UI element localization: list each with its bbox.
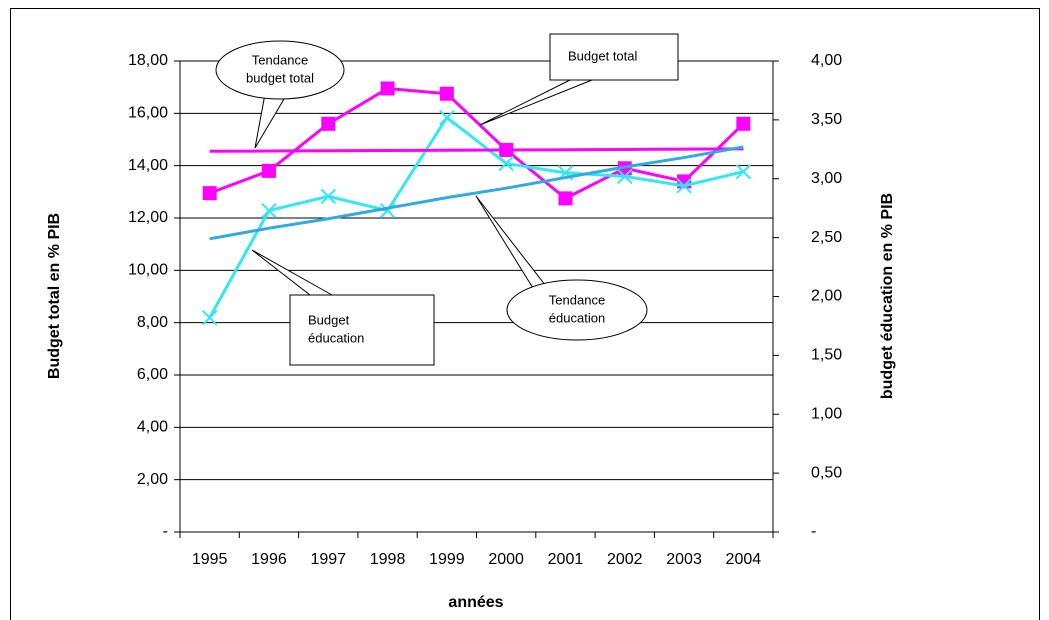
x-tick-label: 2004 xyxy=(726,551,762,568)
marker xyxy=(558,191,573,206)
marker xyxy=(439,86,454,101)
marker xyxy=(261,202,277,219)
series-line xyxy=(208,115,744,319)
callout-text: Budget total xyxy=(568,48,637,63)
y2-tick-label: 1,00 xyxy=(811,405,842,422)
callout-text: éducation xyxy=(549,310,605,325)
chart-border xyxy=(10,8,1040,620)
callout-box xyxy=(506,279,648,341)
callout: Tendance budget total xyxy=(215,40,345,149)
callout: Budget éducation xyxy=(251,249,435,366)
series-line xyxy=(209,147,744,153)
callout-text: Tendance xyxy=(252,52,308,67)
callout-tail xyxy=(251,249,333,296)
y2-axis-title: budget éducation en % PIB xyxy=(879,193,896,399)
callout-box xyxy=(549,33,679,81)
y2-tick-label: 0,50 xyxy=(811,464,842,481)
marker xyxy=(380,81,395,96)
marker xyxy=(261,163,276,178)
marker xyxy=(320,188,336,205)
y-tick-label: 16,00 xyxy=(128,105,168,122)
y2-tick-label: 3,50 xyxy=(811,111,842,128)
y2-tick-label: 1,50 xyxy=(811,347,842,364)
x-tick-label: 2001 xyxy=(548,551,584,568)
x-tick-label: 1996 xyxy=(251,551,287,568)
x-tick-label: 1998 xyxy=(370,551,406,568)
y2-tick-label: - xyxy=(811,523,816,540)
y-tick-label: 4,00 xyxy=(137,419,168,436)
x-tick-label: 2002 xyxy=(607,551,643,568)
series-line xyxy=(209,86,745,201)
y-tick-label: 10,00 xyxy=(128,262,168,279)
y-tick-label: 6,00 xyxy=(137,366,168,383)
marker xyxy=(617,168,633,185)
y2-tick-label: 2,50 xyxy=(811,229,842,246)
marker xyxy=(321,116,336,131)
callout-text: éducation xyxy=(308,330,364,345)
series-line xyxy=(209,145,744,241)
callout: Tendance éducation xyxy=(475,195,648,341)
y-tick-label: 14,00 xyxy=(128,157,168,174)
marker xyxy=(676,178,692,194)
callout-box xyxy=(215,40,345,100)
y-axis-title: Budget total en % PIB xyxy=(46,213,63,379)
y2-tick-label: 2,00 xyxy=(811,288,842,305)
callout: Budget total xyxy=(479,33,679,126)
y-tick-label: 2,00 xyxy=(137,471,168,488)
marker xyxy=(202,186,217,201)
x-axis-title: années xyxy=(448,594,503,611)
y2-tick-label: 4,00 xyxy=(811,52,842,69)
marker xyxy=(498,155,514,172)
x-tick-label: 2003 xyxy=(666,551,702,568)
callout-tail xyxy=(254,93,288,149)
callout-text: budget total xyxy=(246,70,314,85)
marker xyxy=(736,116,751,131)
y2-tick-label: 3,00 xyxy=(811,170,842,187)
y-tick-label: 8,00 xyxy=(137,314,168,331)
callout-text: Budget xyxy=(308,312,350,327)
callout-text: Tendance xyxy=(549,292,605,307)
marker xyxy=(735,163,752,180)
y-tick-label: - xyxy=(163,523,168,540)
y-tick-label: 12,00 xyxy=(128,209,168,226)
callout-box xyxy=(289,294,435,366)
x-tick-label: 1999 xyxy=(429,551,465,568)
x-tick-label: 1997 xyxy=(310,551,346,568)
y-tick-label: 18,00 xyxy=(128,52,168,69)
marker xyxy=(201,309,218,326)
marker xyxy=(439,109,455,126)
x-tick-label: 2000 xyxy=(488,551,524,568)
x-tick-label: 1995 xyxy=(192,551,228,568)
callout-tail xyxy=(479,79,593,126)
